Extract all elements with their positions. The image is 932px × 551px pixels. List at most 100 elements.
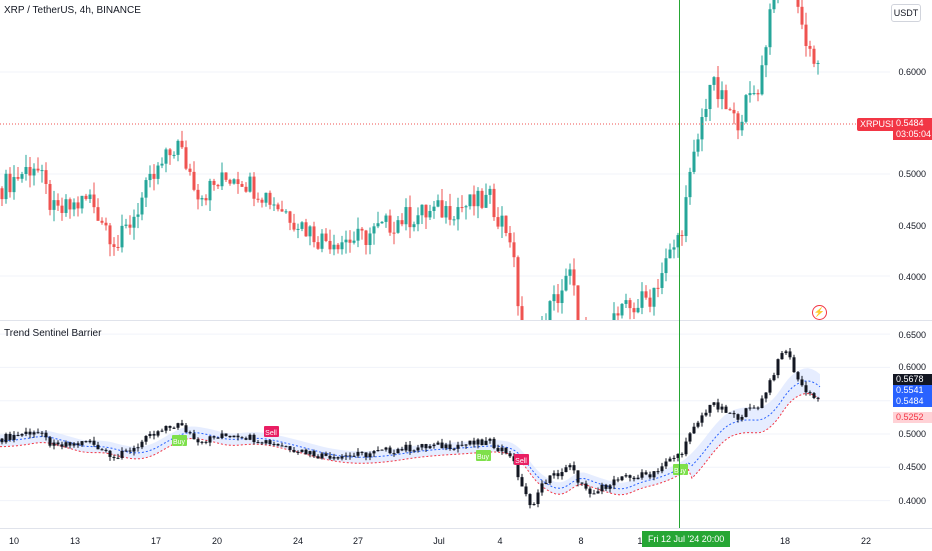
signal-label: Buy — [173, 439, 186, 446]
signal-label: Sell — [515, 458, 527, 465]
candle-body — [612, 313, 616, 320]
indicator-candle-body — [236, 435, 240, 438]
indicator-candle-body — [16, 434, 20, 436]
candle-body — [308, 226, 312, 237]
indicator-candle-body — [688, 433, 692, 442]
indicator-candle-body — [772, 375, 776, 381]
candle-body — [52, 200, 56, 210]
indicator-candle-body — [192, 433, 196, 440]
candle-body — [556, 294, 560, 304]
indicator-candle-body — [336, 457, 340, 459]
candle-body — [456, 207, 460, 220]
indicator-candle-body — [332, 457, 336, 459]
indicator-candle-body — [48, 437, 52, 446]
indicator-candle-body — [216, 437, 220, 439]
candle-body — [560, 290, 564, 304]
indicator-candle-body — [320, 453, 324, 459]
indicator-candle-body — [572, 465, 576, 471]
indicator-candle-body — [552, 473, 556, 476]
candle-body — [164, 149, 168, 164]
candle-body — [664, 258, 668, 274]
indicator-candle-body — [736, 414, 740, 420]
candle-body — [316, 242, 320, 249]
date-tick: Jul — [433, 536, 445, 546]
price-tick: 0.5000 — [898, 429, 926, 439]
indicator-candle-body — [564, 467, 568, 473]
candle-body — [284, 211, 288, 213]
indicator-candle-body — [256, 442, 260, 444]
candle-body — [652, 287, 656, 307]
indicator-candle-body — [536, 492, 540, 505]
indicator-candle-body — [716, 402, 720, 410]
candle-body — [672, 247, 676, 250]
candle-body — [360, 228, 364, 231]
indicator-candle-body — [540, 483, 544, 493]
date-tick: 20 — [211, 536, 223, 546]
indicator-price-axis[interactable]: 0.6500 0.6000 0.5000 0.4500 0.4000 — [890, 321, 932, 528]
indicator-candle-body — [472, 440, 476, 445]
indicator-candle-body — [796, 372, 800, 380]
candle-body — [244, 186, 248, 192]
candle-body — [376, 223, 380, 227]
indicator-candle-body — [20, 434, 24, 436]
indicator-candle-body — [360, 451, 364, 453]
indicator-candle-body — [596, 491, 600, 494]
candle-body — [116, 246, 120, 248]
indicator-candle-body — [740, 416, 744, 420]
indicator-candle-body — [644, 472, 648, 475]
candle-body — [808, 45, 812, 49]
candle-body — [620, 303, 624, 316]
indicator-candle-body — [120, 450, 124, 458]
price-chart-pane[interactable]: XRP / TetherUS, 4h, BINANCE USDT 0.6000 … — [0, 0, 932, 320]
trend-band — [0, 368, 820, 495]
candle-body — [356, 228, 360, 241]
indicator-candle-body — [576, 470, 580, 483]
indicator-candle-body — [92, 440, 96, 445]
currency-button[interactable]: USDT — [891, 4, 921, 22]
indicator-candle-body — [696, 422, 700, 427]
indicator-candle-body — [624, 475, 628, 477]
candle-body — [24, 167, 28, 175]
candle-body — [196, 189, 200, 200]
candle-body — [676, 235, 680, 248]
lightning-icon[interactable]: ⚡ — [812, 305, 827, 320]
indicator-candle-body — [152, 433, 156, 436]
time-axis[interactable]: 10 13 17 20 24 27 Jul 4 8 11 15 18 22 — [0, 528, 932, 551]
candle-body — [448, 206, 452, 220]
indicator-canvas[interactable]: Buy Sell Buy Sell Buy — [0, 321, 932, 528]
candle-body — [28, 167, 32, 176]
indicator-candle-body — [788, 351, 792, 358]
candle-body — [224, 172, 228, 180]
indicator-candle-body — [544, 482, 548, 484]
candle-body — [692, 151, 696, 172]
price-axis[interactable]: 0.6000 0.5000 0.4500 0.4000 — [890, 0, 932, 320]
indicator-candle-body — [500, 447, 504, 452]
indicator-candle-body — [148, 433, 152, 436]
indicator-candle-body — [524, 486, 528, 495]
indicator-candle-body — [4, 433, 8, 443]
pane-divider[interactable] — [0, 320, 932, 321]
candle-body — [168, 149, 172, 156]
candle-body — [748, 93, 752, 96]
indicator-title[interactable]: Trend Sentinel Barrier — [4, 328, 102, 339]
candle-body — [488, 188, 492, 195]
indicator-pane[interactable]: Buy Sell Buy Sell Buy Trend Sentinel Barrier… — [0, 321, 932, 528]
indicator-candle-body — [96, 444, 100, 450]
candle-body — [44, 170, 48, 184]
candle-body — [412, 224, 416, 228]
indicator-candle-body — [384, 447, 388, 450]
candle-body — [76, 202, 80, 209]
symbol-title[interactable]: XRP / TetherUS, 4h, BINANCE — [4, 5, 141, 16]
indicator-candle-body — [672, 457, 676, 459]
indicator-candle-body — [608, 485, 612, 489]
indicator-value-label: 0.5541 — [893, 385, 932, 396]
candle-body — [204, 198, 208, 201]
candle-body — [260, 199, 264, 203]
price-chart-canvas[interactable] — [0, 0, 932, 320]
candle-body — [688, 171, 692, 198]
indicator-candle-body — [208, 436, 212, 443]
candle-body — [32, 168, 36, 176]
indicator-candle-body — [108, 450, 112, 457]
indicator-candle-body — [548, 475, 552, 483]
crosshair-date-label: Fri 12 Jul '24 20:00 — [642, 531, 731, 547]
